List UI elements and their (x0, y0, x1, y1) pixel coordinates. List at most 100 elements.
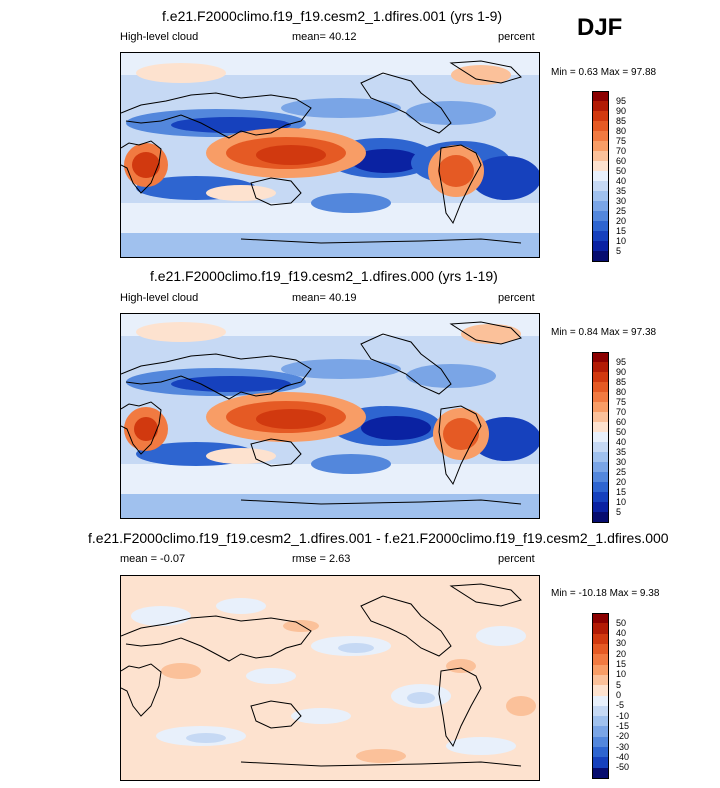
colorbar-swatch (592, 462, 609, 473)
panel2-variable-label: High-level cloud (120, 292, 199, 304)
colorbar-swatch (592, 151, 609, 162)
colorbar-swatch (592, 121, 609, 132)
colorbar-label: 75 (616, 135, 627, 146)
colorbar-label: 50 (616, 426, 627, 437)
colorbar-swatch (592, 502, 609, 513)
colorbar-swatch (592, 402, 609, 413)
colorbar-label: 35 (616, 446, 627, 457)
colorbar-label: -50 (616, 762, 630, 773)
colorbar-label: 5 (616, 506, 622, 517)
panel1-mean-label: mean= 40.12 (292, 31, 357, 43)
panel2-contour-field (121, 314, 539, 518)
colorbar-label: 75 (616, 396, 627, 407)
colorbar-swatch (592, 613, 609, 624)
colorbar-swatch (592, 111, 609, 122)
colorbar-label: 30 (616, 195, 627, 206)
colorbar-label: 80 (616, 386, 627, 397)
panel2-title: f.e21.F2000climo.f19_f19.cesm2_1.dfires.… (150, 268, 498, 284)
colorbar-swatch (592, 392, 609, 403)
colorbar-label: 40 (616, 628, 627, 639)
colorbar-swatch (592, 382, 609, 393)
colorbar-label: 10 (616, 235, 627, 246)
panel2-mean-label: mean= 40.19 (292, 292, 357, 304)
colorbar-label: 90 (616, 105, 627, 116)
colorbar-swatch (592, 91, 609, 102)
colorbar-label: 15 (616, 486, 627, 497)
colorbar-label: 95 (616, 356, 627, 367)
colorbar-label: -5 (616, 700, 625, 711)
panel1-map (120, 52, 540, 258)
colorbar-swatch (592, 633, 609, 645)
colorbar-label: 10 (616, 669, 627, 680)
colorbar-label: 10 (616, 496, 627, 507)
colorbar-label: 85 (616, 376, 627, 387)
colorbar-label: -15 (616, 720, 630, 731)
colorbar-label: 25 (616, 205, 627, 216)
panel3-units-label: percent (498, 553, 535, 565)
colorbar-label: 80 (616, 125, 627, 136)
panel2-colorbar: 95 90 85 80 75 70 60 50 40 35 30 25 20 15 10 5 (592, 352, 652, 523)
colorbar-swatch (592, 767, 609, 779)
colorbar-swatch (592, 452, 609, 463)
panel2-minmax: Min = 0.84 Max = 97.38 (551, 327, 657, 338)
colorbar-swatch (592, 131, 609, 142)
panel3-map (120, 575, 540, 781)
colorbar-label: 20 (616, 648, 627, 659)
colorbar-swatch (592, 352, 609, 363)
colorbar-swatch (592, 412, 609, 423)
panel1-contour-field (121, 53, 539, 257)
colorbar-label: -40 (616, 751, 630, 762)
colorbar-label: 60 (616, 155, 627, 166)
colorbar-swatch (592, 221, 609, 232)
panel1-units-label: percent (498, 31, 535, 43)
panel1-variable-label: High-level cloud (120, 31, 199, 43)
colorbar-label: 5 (616, 245, 622, 256)
colorbar-label: 35 (616, 185, 627, 196)
season-label: DJF (577, 14, 623, 41)
colorbar-swatch (592, 623, 609, 635)
colorbar-swatch (592, 674, 609, 686)
panel3-mean-label: mean = -0.07 (120, 553, 186, 565)
colorbar-label: 30 (616, 456, 627, 467)
colorbar-swatch (592, 171, 609, 182)
panel3-title: f.e21.F2000climo.f19_f19.cesm2_1.dfires.… (88, 530, 669, 546)
colorbar-swatch (592, 362, 609, 373)
colorbar-label: 15 (616, 225, 627, 236)
colorbar-swatch (592, 757, 609, 769)
colorbar-swatch (592, 181, 609, 192)
colorbar-swatch (592, 654, 609, 666)
colorbar-label: -10 (616, 710, 630, 721)
colorbar-swatch (592, 726, 609, 738)
colorbar-label: -30 (616, 741, 630, 752)
colorbar-label: 95 (616, 95, 627, 106)
colorbar-label: 15 (616, 659, 627, 670)
colorbar-swatch (592, 161, 609, 172)
colorbar-label: 20 (616, 215, 627, 226)
panel1-colorbar: 95 90 85 80 75 70 60 50 40 35 30 25 20 15 10 5 (592, 91, 652, 262)
colorbar-swatch (592, 736, 609, 748)
colorbar-label: 20 (616, 476, 627, 487)
colorbar-label: 50 (616, 617, 627, 628)
colorbar-label: 60 (616, 416, 627, 427)
colorbar-swatch (592, 101, 609, 112)
colorbar-swatch (592, 211, 609, 222)
colorbar-swatch (592, 512, 609, 523)
colorbar-swatch (592, 191, 609, 202)
colorbar-swatch (592, 482, 609, 493)
colorbar-swatch (592, 432, 609, 443)
colorbar-swatch (592, 201, 609, 212)
colorbar-swatch (592, 141, 609, 152)
panel3-contour-field (121, 576, 539, 780)
colorbar-swatch (592, 241, 609, 252)
colorbar-swatch (592, 492, 609, 503)
colorbar-swatch (592, 716, 609, 727)
colorbar-swatch (592, 705, 609, 717)
colorbar-label: 40 (616, 175, 627, 186)
colorbar-swatch (592, 251, 609, 262)
panel1-minmax: Min = 0.63 Max = 97.88 (551, 67, 657, 78)
colorbar-label: 85 (616, 115, 627, 126)
panel1-title: f.e21.F2000climo.f19_f19.cesm2_1.dfires.… (162, 8, 503, 24)
panel2-map (120, 313, 540, 519)
colorbar-label: 30 (616, 638, 627, 649)
colorbar-label: 40 (616, 436, 627, 447)
